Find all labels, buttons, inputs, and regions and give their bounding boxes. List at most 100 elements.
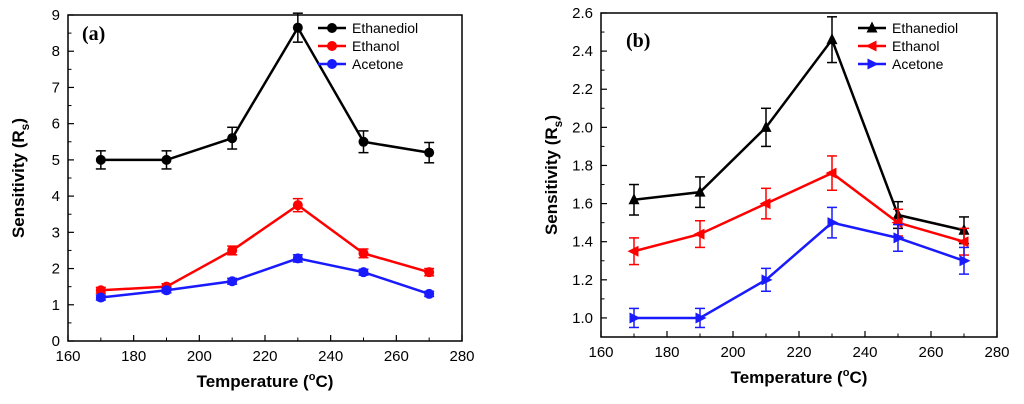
series-line-ethanediol xyxy=(100,25,430,162)
data-point xyxy=(694,185,706,197)
y-tick-label: 2 xyxy=(52,261,60,278)
x-tick-label: 240 xyxy=(852,344,877,361)
y-tick-label: 1.6 xyxy=(572,196,593,213)
y-tick-label: 4 xyxy=(52,188,60,205)
series-ethanediol xyxy=(95,12,435,170)
legend-label-acetone: Acetone xyxy=(892,56,944,72)
y-tick-label: 2.0 xyxy=(572,119,593,136)
legend-label-ethanediol: Ethanediol xyxy=(352,20,418,36)
legend-marker xyxy=(327,59,337,69)
panel-label: (a) xyxy=(82,23,105,45)
legend-label-ethanol: Ethanol xyxy=(352,38,399,54)
y-tick-label: 6 xyxy=(52,116,60,133)
x-tick-label: 240 xyxy=(318,348,343,365)
data-point xyxy=(161,285,172,296)
x-tick-label: 280 xyxy=(449,348,474,365)
series-acetone xyxy=(629,206,971,329)
legend-marker xyxy=(327,41,337,51)
y-tick-label: 7 xyxy=(52,79,60,96)
legend-label-ethanol: Ethanol xyxy=(892,38,939,54)
chart-panel-b: 160 180 200 220 240 260 280 1.0 1.2 1.4 1.6 1.8 2.0 2… xyxy=(542,5,1010,387)
series-line-acetone xyxy=(634,221,965,320)
data-point xyxy=(957,236,969,248)
data-point xyxy=(292,22,303,33)
data-point xyxy=(227,245,238,256)
x-tick-label: 200 xyxy=(187,348,212,365)
x-tick-label: 260 xyxy=(918,344,943,361)
data-point xyxy=(95,154,106,165)
legend-label-ethanediol: Ethanediol xyxy=(892,20,958,36)
data-point xyxy=(628,193,640,205)
series-line-ethanol xyxy=(100,203,430,292)
data-point xyxy=(825,167,837,179)
data-point xyxy=(424,267,435,278)
series-line-ethanol xyxy=(633,171,965,253)
series-ethanol xyxy=(95,197,435,296)
data-point xyxy=(695,312,707,324)
chart-panel-a: 160 180 200 220 240 260 280 0 1 2 3 4 5 6 7 8 9 Temperatu… xyxy=(9,7,475,391)
data-point xyxy=(358,248,369,259)
x-tick-label: 200 xyxy=(720,344,745,361)
data-point xyxy=(95,285,106,296)
legend: Ethanediol Ethanol Acetone xyxy=(318,20,418,72)
x-tick-label: 160 xyxy=(55,348,80,365)
y-tick-label: 1.0 xyxy=(572,310,593,327)
y-tick-label: 1 xyxy=(52,297,60,314)
data-point xyxy=(629,312,641,324)
legend-label-acetone: Acetone xyxy=(352,56,404,72)
y-tick-label: 1.8 xyxy=(572,157,593,174)
x-tick-label: 160 xyxy=(588,344,613,361)
x-axis-title: Temperature (oC) xyxy=(731,367,868,387)
legend-marker xyxy=(866,21,878,33)
data-point xyxy=(893,232,905,244)
x-tick-label: 220 xyxy=(252,348,277,365)
x-tick-label: 280 xyxy=(984,344,1009,361)
y-tick-label: 5 xyxy=(52,152,60,169)
data-point xyxy=(826,33,838,45)
legend: Ethanediol Ethanol Acetone xyxy=(858,20,958,72)
y-tick-label: 1.2 xyxy=(572,272,593,289)
legend-marker xyxy=(867,58,879,70)
series-line-acetone xyxy=(100,257,430,299)
data-point xyxy=(292,200,303,211)
y-tick-label: 0 xyxy=(52,333,60,350)
data-point xyxy=(358,267,369,278)
x-tick-label: 220 xyxy=(786,344,811,361)
y-tick-label: 9 xyxy=(52,7,60,24)
x-tick-label: 180 xyxy=(654,344,679,361)
y-tick-label: 2.6 xyxy=(572,5,593,22)
data-point xyxy=(95,292,106,303)
x-axis-title: Temperature (oC) xyxy=(197,371,334,391)
data-point xyxy=(827,217,839,229)
y-tick-label: 2.2 xyxy=(572,81,593,98)
data-point xyxy=(424,147,435,158)
panel-label: (b) xyxy=(626,30,650,52)
data-point xyxy=(959,255,971,267)
data-point xyxy=(358,136,369,147)
y-axis-title: Sensitivity (Rs) xyxy=(542,115,565,235)
x-tick-label: 260 xyxy=(384,348,409,365)
data-point xyxy=(292,253,303,264)
data-point xyxy=(227,276,238,287)
data-point xyxy=(891,217,903,229)
data-point xyxy=(161,154,172,165)
x-tick-label: 180 xyxy=(121,348,146,365)
series-acetone xyxy=(95,253,435,303)
legend-marker xyxy=(865,40,877,52)
y-tick-label: 3 xyxy=(52,224,60,241)
data-point xyxy=(759,198,771,210)
series-line-ethanediol xyxy=(633,37,965,232)
data-point xyxy=(693,228,705,240)
data-point xyxy=(424,288,435,299)
y-tick-label: 2.4 xyxy=(572,43,593,60)
y-tick-label: 8 xyxy=(52,43,60,60)
legend-marker xyxy=(327,23,337,33)
data-point xyxy=(627,245,639,257)
y-axis-title: Sensitivity (Rs) xyxy=(9,118,32,238)
data-point xyxy=(761,274,773,286)
y-tick-label: 1.4 xyxy=(572,234,593,251)
data-point xyxy=(227,133,238,144)
series-ethanol xyxy=(627,155,969,266)
data-point xyxy=(760,120,772,132)
